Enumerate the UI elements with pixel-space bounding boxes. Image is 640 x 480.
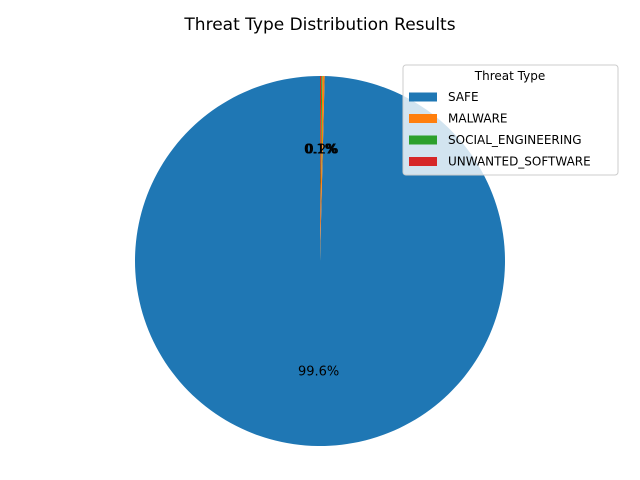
legend-label-malware: MALWARE <box>448 112 507 126</box>
legend: Threat Type SAFE MALWARE SOCIAL_ENGINEERIN… <box>402 64 619 176</box>
pct-label-malware: 0.2% <box>306 143 339 158</box>
pie-slice-social-engineering <box>320 76 323 261</box>
pct-label-safe: 99.6% <box>298 364 339 379</box>
chart-title: Threat Type Distribution Results <box>183 15 455 35</box>
legend-label-social-engineering: SOCIAL_ENGINEERING <box>448 133 582 147</box>
legend-label-safe: SAFE <box>448 90 479 104</box>
legend-swatch-malware <box>409 114 437 123</box>
legend-swatch-social-engineering <box>409 135 437 145</box>
legend-swatch-unwanted-software <box>409 157 437 166</box>
pie-slice-unwanted-software <box>320 76 322 261</box>
legend-swatch-safe <box>409 92 437 102</box>
pct-label-social-engineering: 0.1% <box>305 143 338 158</box>
legend-label-unwanted-software: UNWANTED_SOFTWARE <box>448 155 591 169</box>
pie-slice-malware <box>320 76 325 261</box>
pie-percent-labels: 99.6%0.2%0.1%0.1% <box>298 143 339 380</box>
pct-label-unwanted-software: 0.1% <box>304 143 337 158</box>
legend-frame <box>402 64 619 176</box>
legend-title: Threat Type <box>474 69 545 83</box>
legend-items: SAFE MALWARE SOCIAL_ENGINEERING UNWANTED_SO… <box>409 90 591 169</box>
